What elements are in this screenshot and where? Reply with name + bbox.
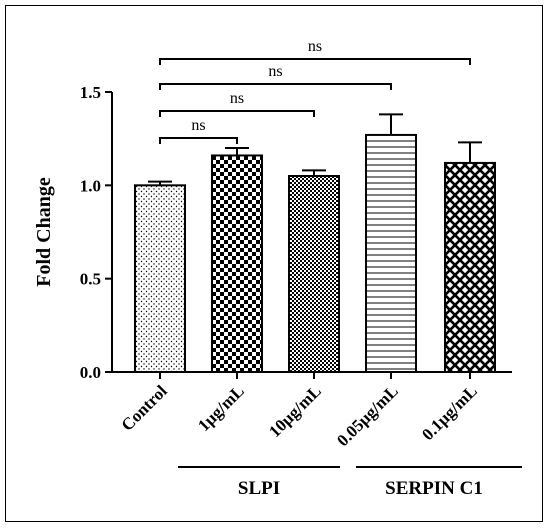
x-tick-label: 10μg/mL [265, 381, 325, 441]
bar-4 [365, 133, 417, 373]
significance-bracket [159, 137, 238, 144]
y-tick-label: 1.0 [80, 176, 101, 195]
group-label: SERPIN C1 [385, 478, 483, 499]
significance-bracket [159, 58, 471, 65]
x-tick-label: Control [118, 381, 171, 434]
x-tick-label: 1μg/mL [194, 381, 248, 435]
significance-label: ns [308, 38, 322, 55]
x-tick-label: 0.1μg/mL [418, 381, 481, 444]
y-axis-label: Fold Change [33, 177, 55, 287]
x-tick-label: 0.05μg/mL [333, 381, 402, 450]
bar-3 [288, 175, 340, 373]
bar-1 [134, 184, 186, 373]
significance-label: ns [191, 117, 205, 134]
significance-label: ns [230, 90, 244, 107]
group-label: SLPI [238, 478, 280, 499]
bar-5 [444, 161, 496, 373]
significance-bracket [159, 110, 315, 117]
y-tick-label: 1.5 [80, 83, 101, 102]
y-tick-label: 0.0 [80, 363, 101, 382]
bars-layer [134, 113, 496, 373]
bar-2 [211, 154, 263, 373]
significance-label: ns [268, 63, 282, 80]
significance-layer: ns ns ns ns [159, 38, 471, 144]
significance-bracket [159, 83, 392, 90]
y-tick-label: 0.5 [80, 270, 101, 289]
